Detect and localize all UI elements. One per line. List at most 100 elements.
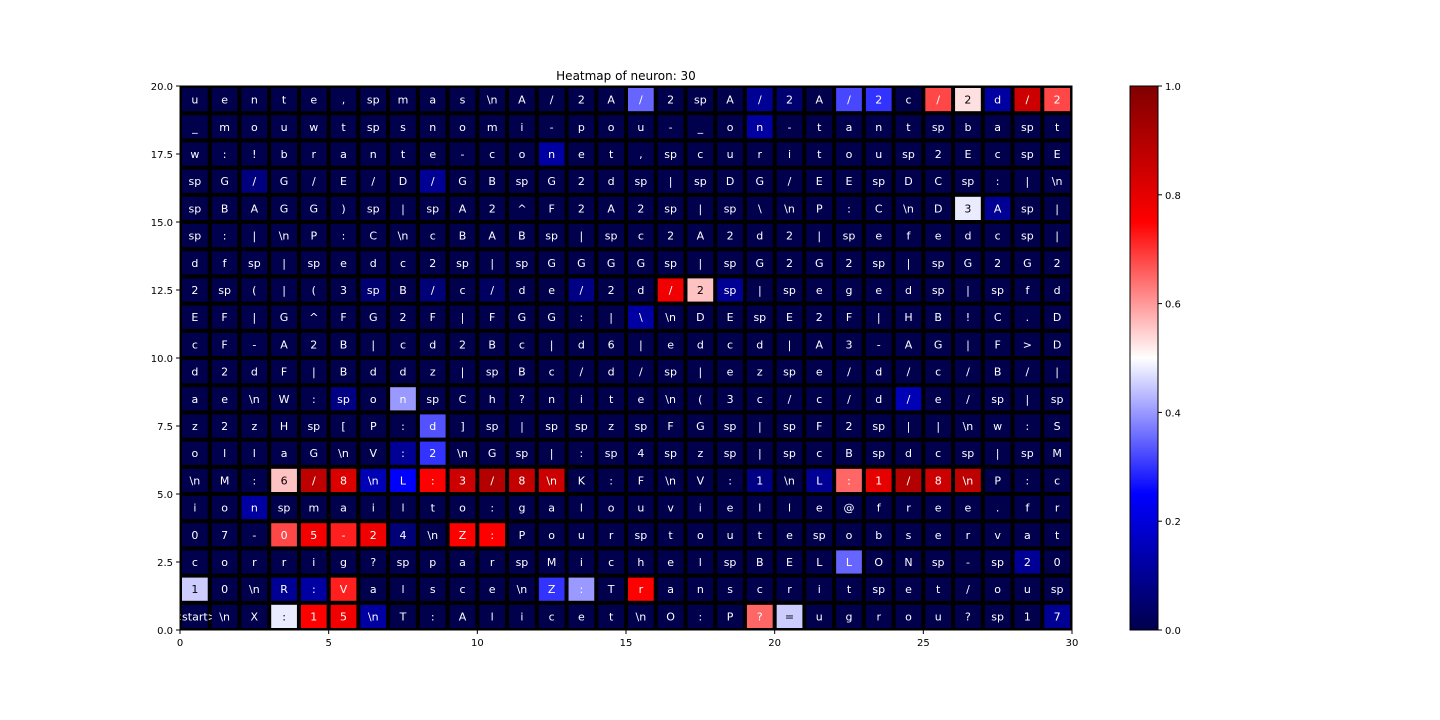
heatmap-cell [746, 115, 773, 139]
heatmap-cell [865, 387, 892, 411]
cell-token: P [370, 420, 377, 433]
heatmap-cell [836, 414, 862, 438]
cell-token: F [667, 420, 673, 433]
heatmap-cell [509, 496, 535, 520]
heatmap-cell [271, 251, 297, 275]
heatmap-cell [687, 360, 714, 384]
cell-token: / [907, 366, 911, 379]
cell-token: s [430, 583, 436, 596]
cell-token: G [488, 447, 497, 460]
heatmap-cell [1014, 251, 1041, 275]
heatmap-cell [628, 305, 654, 329]
cell-token: F [638, 474, 644, 487]
heatmap-cell [182, 88, 208, 112]
heatmap-cell [360, 88, 387, 112]
cell-token: G [547, 311, 556, 324]
heatmap-cell [836, 142, 862, 166]
heatmap-cell [300, 196, 327, 220]
cell-token: | [1026, 393, 1030, 406]
cell-token: A [607, 202, 615, 215]
heatmap-cell [449, 305, 476, 329]
cell-token: | [669, 175, 673, 188]
cell-token: l [253, 447, 256, 460]
heatmap-cell [1014, 169, 1041, 193]
heatmap-cell [955, 142, 981, 166]
cell-token: d [697, 338, 704, 351]
heatmap-cell [598, 523, 624, 547]
heatmap-cell [419, 387, 446, 411]
heatmap-cell [955, 196, 981, 220]
heatmap-cell [538, 251, 565, 275]
heatmap-cell [390, 496, 416, 520]
cell-token: 0 [1054, 556, 1061, 569]
cell-token: sp [1051, 583, 1064, 596]
cell-token: ( [252, 284, 256, 297]
heatmap-cell [449, 251, 476, 275]
cell-token: 1 [191, 583, 198, 596]
cell-token: / [312, 474, 316, 487]
cell-token: | [490, 257, 494, 270]
heatmap-cell [449, 523, 476, 547]
heatmap-cell [836, 550, 862, 574]
cell-token: e [727, 366, 734, 379]
heatmap-cell [538, 550, 565, 574]
heatmap-cell [509, 468, 535, 492]
heatmap-cell [568, 387, 595, 411]
cell-token: m [219, 121, 230, 134]
cell-token: 2 [608, 284, 615, 297]
cell-token: c [400, 338, 406, 351]
heatmap-cell [568, 224, 595, 248]
heatmap-cell [271, 604, 297, 628]
heatmap-cell [806, 305, 833, 329]
heatmap-cell [449, 577, 476, 601]
heatmap-cell [390, 224, 416, 248]
colorbar-tick-label: 0.0 [1165, 626, 1181, 637]
cell-token: 0 [191, 529, 198, 542]
cell-token: s [727, 583, 733, 596]
heatmap-cell [211, 577, 238, 601]
cell-token: C [934, 175, 942, 188]
heatmap-cell [687, 196, 714, 220]
heatmap-cell [628, 169, 654, 193]
cell-token: | [698, 202, 702, 215]
cell-token: sp [635, 529, 648, 542]
heatmap-cell [717, 332, 743, 356]
heatmap-cell [865, 441, 892, 465]
cell-token: sp [872, 420, 885, 433]
heatmap-cell [479, 305, 506, 329]
heatmap-cell [628, 251, 654, 275]
cell-token: B [756, 556, 764, 569]
heatmap-cell [984, 251, 1011, 275]
cell-token: u [816, 610, 823, 623]
heatmap-cell [241, 224, 268, 248]
cell-token: o [459, 502, 466, 515]
cell-token: 2 [1054, 257, 1061, 270]
cell-token: / [907, 393, 911, 406]
heatmap-cell [509, 142, 535, 166]
cell-token: c [549, 366, 555, 379]
heatmap-cell [1044, 332, 1070, 356]
y-tick-label: 12.5 [151, 286, 173, 297]
cell-token: \ [639, 311, 643, 324]
cell-token: a [370, 583, 377, 596]
cell-token: D [934, 202, 942, 215]
cell-token: 7 [1054, 610, 1061, 623]
cell-token: : [698, 610, 702, 623]
cell-token: \n [1052, 175, 1063, 188]
heatmap-cell [657, 360, 684, 384]
cell-token: / [966, 393, 970, 406]
heatmap-cell [538, 360, 565, 384]
cell-token: i [372, 502, 375, 515]
cell-token: A [607, 94, 615, 107]
heatmap-cell [776, 441, 803, 465]
cell-token: - [252, 529, 256, 542]
cell-token: | [758, 420, 762, 433]
cell-token: v [994, 529, 1001, 542]
heatmap-cell [746, 142, 773, 166]
cell-token: O [666, 610, 675, 623]
cell-token: 2 [786, 230, 793, 243]
cell-token: ( [312, 284, 316, 297]
heatmap-cell [717, 251, 743, 275]
heatmap-cell [895, 360, 922, 384]
heatmap-cell [1044, 196, 1070, 220]
